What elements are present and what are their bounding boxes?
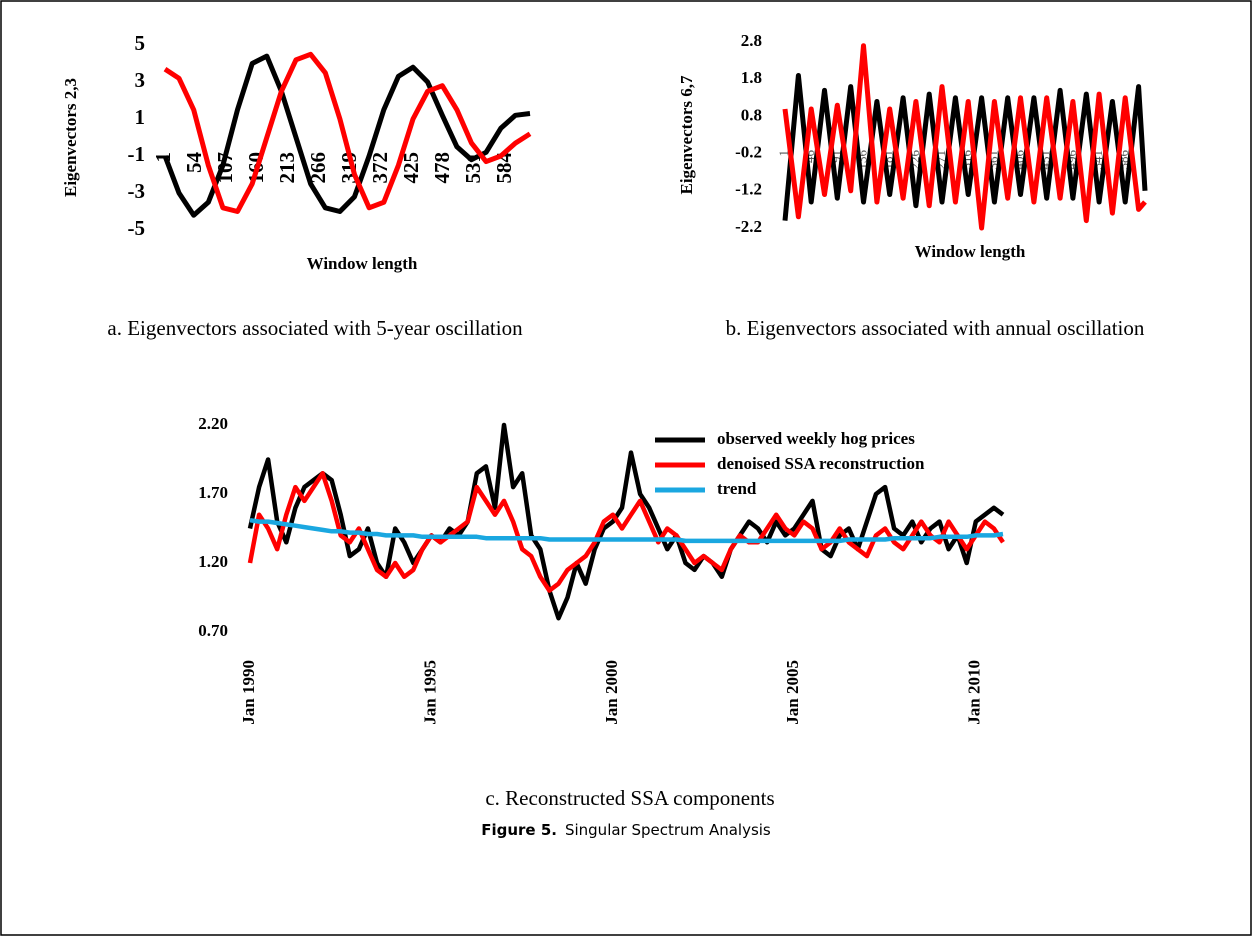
series-line xyxy=(247,422,1005,621)
legend-label: denoised SSA reconstruction xyxy=(717,454,925,473)
x-tick-label: 54 xyxy=(182,152,206,174)
y-tick-label: 3 xyxy=(135,68,146,92)
series-line xyxy=(163,51,532,214)
x-tick-label: Jan 1995 xyxy=(420,660,439,725)
y-tick-label: 1.70 xyxy=(198,483,228,502)
x-tick-label: 213 xyxy=(275,152,299,184)
figure-caption: Figure 5. Singular Spectrum Analysis xyxy=(481,821,771,839)
y-tick-label: 0.8 xyxy=(741,105,762,124)
x-axis-title: Window length xyxy=(915,242,1026,261)
x-tick-label: Jan 1990 xyxy=(239,660,258,725)
x-tick-label: Jan 2010 xyxy=(965,660,984,725)
caption: c. Reconstructed SSA components xyxy=(485,786,774,810)
y-tick-label: -2.2 xyxy=(735,217,762,236)
series-line xyxy=(162,53,531,218)
y-tick-label: 2.8 xyxy=(741,31,762,50)
y-axis-title: Eigenvectors 2,3 xyxy=(61,78,80,197)
series-line xyxy=(247,471,1005,593)
caption: b. Eigenvectors associated with annual o… xyxy=(726,316,1145,340)
y-axis-title: Eigenvectors 6,7 xyxy=(677,75,696,194)
series-line xyxy=(782,43,1147,231)
figure-label: Figure 5. xyxy=(481,821,557,839)
legend-label: trend xyxy=(717,479,757,498)
series-line xyxy=(782,73,1148,221)
x-tick-label: Jan 2000 xyxy=(602,660,621,725)
y-tick-label: 1.8 xyxy=(741,68,762,87)
x-tick-label: Jan 2005 xyxy=(783,660,802,725)
y-tick-label: -0.2 xyxy=(735,143,762,162)
y-tick-label: 0.70 xyxy=(198,621,228,640)
y-tick-label: -5 xyxy=(128,216,146,240)
y-tick-label: 1.20 xyxy=(198,552,228,571)
figure-title: Singular Spectrum Analysis xyxy=(565,821,771,839)
y-tick-label: 5 xyxy=(135,31,146,55)
series-line xyxy=(249,517,1004,544)
y-tick-label: 2.20 xyxy=(198,414,228,433)
y-tick-label: 1 xyxy=(135,105,146,129)
caption: a. Eigenvectors associated with 5-year o… xyxy=(107,316,523,340)
x-tick-label: 372 xyxy=(368,152,392,184)
y-tick-label: -3 xyxy=(128,179,146,203)
x-tick-label: 478 xyxy=(430,152,454,184)
legend-label: observed weekly hog prices xyxy=(717,429,915,448)
x-tick-label: 1 xyxy=(776,150,791,157)
x-axis-title: Window length xyxy=(307,254,418,273)
y-tick-label: -1.2 xyxy=(735,180,762,199)
y-tick-label: -1 xyxy=(128,142,146,166)
